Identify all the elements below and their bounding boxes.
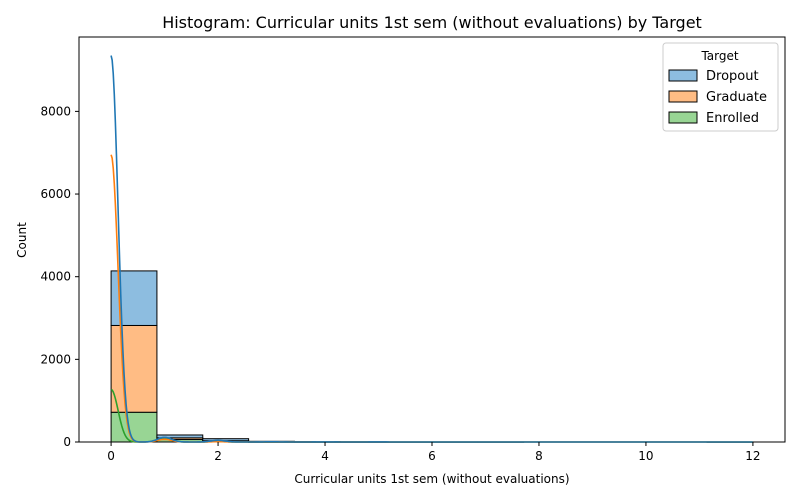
x-tick-label: 8	[535, 449, 543, 463]
bar-graduate-bin-0	[110, 324, 158, 413]
x-tick-label: 2	[214, 449, 222, 463]
legend-label-graduate: Graduate	[706, 90, 767, 105]
bar-enrolled-bin-0	[110, 411, 158, 443]
legend-swatch-enrolled	[668, 111, 698, 124]
kde-line-dropout	[110, 55, 753, 443]
y-axis-label: Count	[15, 222, 29, 258]
legend-label-enrolled: Enrolled	[706, 111, 759, 126]
y-tick-label: 8000	[40, 104, 71, 118]
legend-box	[662, 42, 779, 132]
x-tick-label: 12	[745, 449, 760, 463]
legend-swatch-dropout	[668, 69, 698, 82]
chart-title: Histogram: Curricular units 1st sem (wit…	[162, 13, 702, 32]
kde-line-graduate	[110, 154, 753, 443]
y-tick-label: 2000	[40, 352, 71, 366]
x-tick-label: 0	[107, 449, 115, 463]
x-tick-label: 6	[428, 449, 436, 463]
kde-line-enrolled	[110, 388, 753, 443]
legend: Target Dropout Graduate Enrolled	[662, 42, 779, 132]
plot-area: 0 2 4 6 8 10 12 0 2000 4000 6000 8000	[40, 36, 786, 463]
bar-dropout-bin-1	[156, 434, 204, 439]
legend-title: Target	[700, 49, 738, 63]
legend-label-dropout: Dropout	[706, 69, 759, 84]
x-tick-label: 10	[638, 449, 653, 463]
y-tick-label: 4000	[40, 270, 71, 284]
y-tick-label: 6000	[40, 187, 71, 201]
legend-swatch-graduate	[668, 90, 698, 103]
x-axis-label: Curricular units 1st sem (without evalua…	[294, 472, 569, 486]
y-tick-label: 0	[63, 435, 71, 449]
x-tick-label: 4	[321, 449, 329, 463]
